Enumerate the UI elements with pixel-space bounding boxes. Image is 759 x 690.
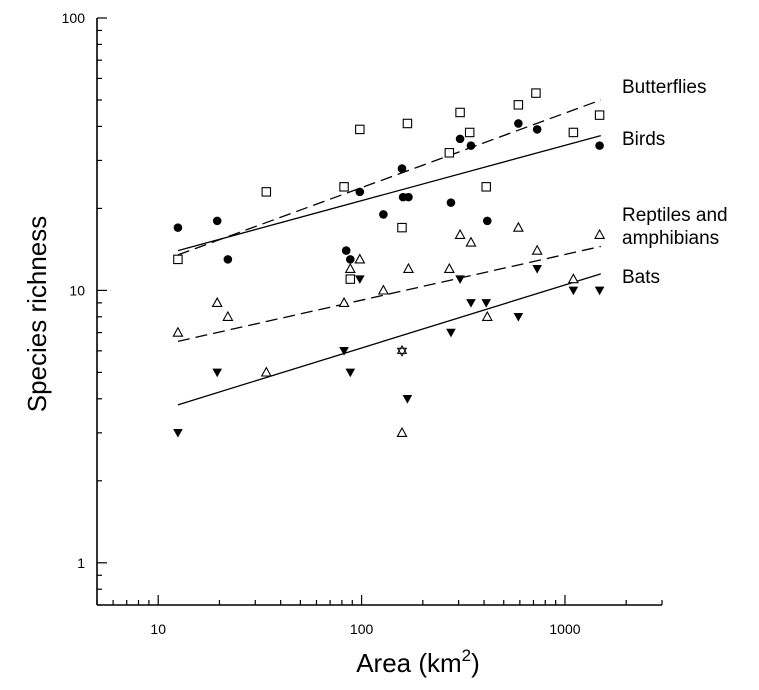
- reptiles-and-amphibians-point: [396, 426, 408, 437]
- bats-point: [446, 328, 456, 338]
- y-tick-label: 1: [77, 555, 85, 571]
- x-axis-title: Area (km2): [356, 646, 480, 678]
- reptiles-and-amphibians-label-line: Reptiles and: [622, 205, 728, 226]
- y-tick-label: 100: [62, 10, 86, 26]
- birds-point: [455, 134, 465, 144]
- bats-point: [212, 368, 223, 378]
- butterflies-point: [355, 124, 365, 135]
- bats-point: [466, 299, 476, 308]
- reptiles-and-amphibians-point: [465, 236, 477, 247]
- bats-point: [455, 275, 465, 284]
- star-point: [396, 344, 408, 357]
- reptiles-and-amphibians-point: [531, 244, 543, 255]
- bats-label: Bats: [622, 267, 660, 288]
- birds-point: [514, 119, 523, 128]
- reptiles-and-amphibians-point: [172, 326, 184, 337]
- reptiles-and-amphibians-fit-line: [177, 245, 601, 342]
- reptiles-and-amphibians-point: [260, 366, 272, 377]
- birds-point: [223, 255, 233, 264]
- butterflies-point: [464, 127, 475, 138]
- butterflies-point: [402, 118, 413, 129]
- axes: 10 100 1000 1 10 100: [62, 10, 663, 637]
- y-axis-title: Species richness: [22, 216, 52, 413]
- birds-label-line: Birds: [622, 129, 665, 150]
- bats-point: [568, 286, 579, 296]
- y-tick-label: 10: [69, 282, 85, 298]
- reptiles-and-amphibians-point: [354, 253, 366, 264]
- birds-point: [397, 164, 407, 173]
- birds-fit-line: [177, 134, 601, 252]
- butterflies-point: [568, 127, 579, 138]
- fit-lines: [177, 99, 602, 406]
- bats-point: [513, 313, 524, 322]
- bats-point: [339, 347, 349, 356]
- x-tick-label: 100: [350, 621, 374, 637]
- bats-point: [173, 429, 183, 438]
- birds-point: [341, 246, 351, 255]
- birds-point: [482, 216, 492, 226]
- butterflies-point: [455, 107, 465, 118]
- reptiles-and-amphibians-point: [338, 296, 350, 308]
- bats-point: [532, 265, 542, 274]
- birds-point: [346, 255, 355, 264]
- x-axis-title-superscript: 2: [462, 646, 471, 665]
- bats-fit-line: [177, 273, 601, 406]
- reptiles-and-amphibians-label: Reptiles and amphibians: [622, 205, 728, 249]
- birds-point: [379, 210, 388, 219]
- reptiles-and-amphibians-point: [211, 296, 223, 308]
- butterflies-label: Butterflies: [622, 77, 706, 98]
- reptiles-and-amphibians-point: [344, 262, 356, 273]
- birds-point: [595, 141, 604, 150]
- birds-point: [404, 192, 413, 202]
- reptiles-and-amphibians-point: [512, 221, 524, 232]
- bats-label-line: Bats: [622, 267, 660, 288]
- butterflies-point: [513, 100, 524, 110]
- x-axis-title-end: ): [471, 648, 480, 678]
- bats-point: [355, 275, 365, 284]
- butterflies-point: [173, 254, 183, 265]
- butterflies-point: [339, 182, 349, 192]
- butterflies-point: [345, 274, 356, 284]
- bats-point: [481, 299, 492, 308]
- butterflies-point: [481, 182, 491, 192]
- bats-point: [402, 395, 413, 404]
- x-tick-label: 1000: [549, 621, 580, 637]
- birds-point: [173, 223, 183, 232]
- butterflies-label-line: Butterflies: [622, 77, 706, 98]
- x-axis-ticks: 10 100 1000: [96, 595, 663, 637]
- butterflies-point: [261, 187, 272, 197]
- birds-point: [212, 216, 222, 226]
- y-axis-ticks: 1 10 100: [62, 10, 107, 606]
- birds-label: Birds: [622, 129, 665, 150]
- data-points: [172, 88, 606, 438]
- birds-point: [532, 125, 542, 134]
- reptiles-and-amphibians-point: [402, 262, 414, 273]
- reptiles-and-amphibians-point: [377, 284, 389, 295]
- reptiles-and-amphibians-point: [454, 228, 466, 239]
- butterflies-point: [594, 110, 605, 120]
- x-tick-label: 10: [150, 621, 166, 637]
- birds-point: [355, 187, 365, 197]
- birds-point: [466, 141, 476, 150]
- reptiles-and-amphibians-label-line: amphibians: [622, 228, 719, 249]
- bats-point: [594, 286, 605, 296]
- butterflies-fit-line: [177, 99, 602, 256]
- reptiles-and-amphibians-point: [567, 273, 579, 284]
- bats-point: [345, 368, 356, 378]
- butterflies-point: [444, 148, 455, 158]
- series-labels: Butterflies Birds Reptiles and amphibians Ba…: [622, 77, 728, 288]
- reptiles-and-amphibians-point: [481, 310, 493, 321]
- butterflies-point: [531, 88, 541, 98]
- reptiles-and-amphibians-point: [222, 310, 234, 321]
- birds-point: [446, 198, 456, 207]
- reptiles-and-amphibians-point: [594, 228, 606, 239]
- reptiles-and-amphibians-point: [443, 262, 455, 273]
- butterflies-point: [397, 222, 407, 233]
